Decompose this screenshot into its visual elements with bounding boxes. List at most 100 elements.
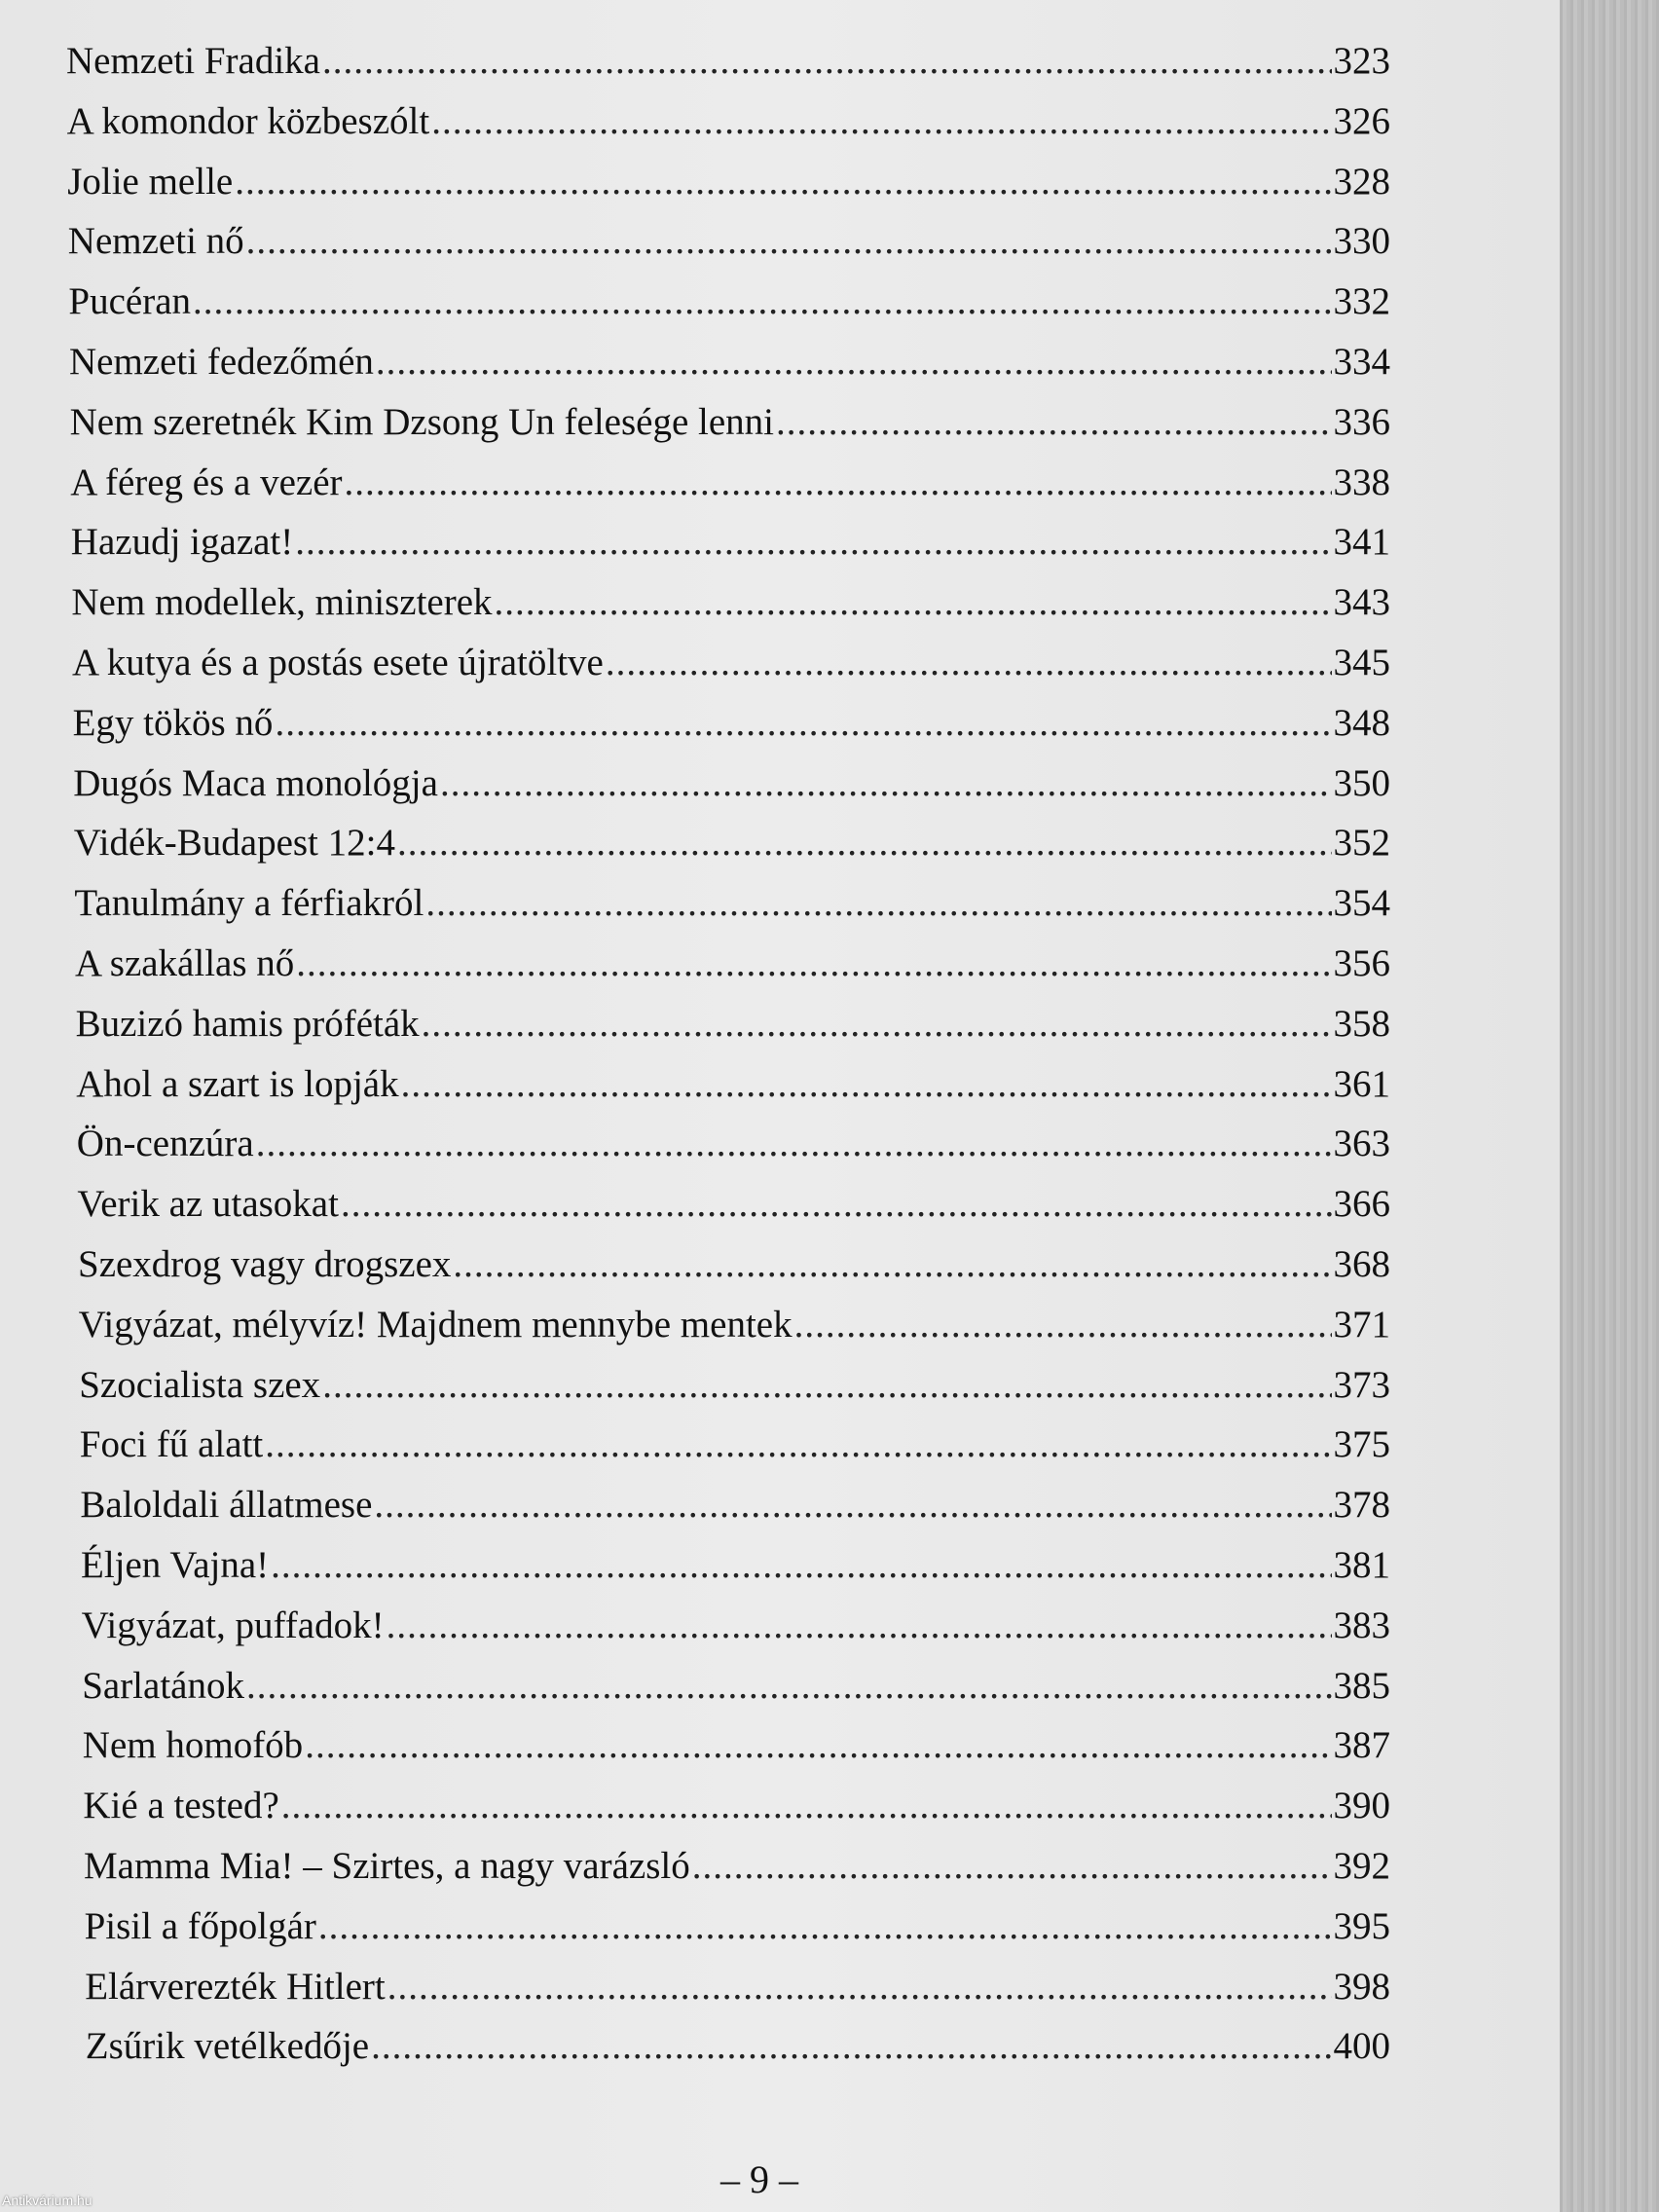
toc-entry-page: 345 xyxy=(1333,641,1391,683)
toc-entry: Elárverezték Hitlert 398 xyxy=(85,1965,1390,2025)
dot-leader xyxy=(295,520,1331,564)
toc-entry-page: 356 xyxy=(1333,941,1391,984)
toc-entry: Ön-cenzúra 363 xyxy=(77,1122,1390,1182)
toc-entry-page: 326 xyxy=(1333,99,1391,142)
dot-leader xyxy=(246,1664,1332,1708)
toc-entry: Vidék-Budapest 12:4 352 xyxy=(74,821,1390,881)
watermark: Antikvárium.hu xyxy=(2,2193,92,2208)
toc-entry-title: Ön-cenzúra xyxy=(76,1123,254,1165)
toc-entry-page: 354 xyxy=(1333,882,1391,925)
toc-entry-title: Nem szeretnék Kim Dzsong Un felesége len… xyxy=(69,400,775,443)
toc-entry-page: 375 xyxy=(1333,1423,1391,1466)
dot-leader xyxy=(606,641,1332,684)
toc-entry-page: 363 xyxy=(1333,1123,1391,1165)
toc-entry: Pucéran 332 xyxy=(68,279,1390,340)
toc-entry: Buzizó hamis próféták 358 xyxy=(76,1002,1390,1062)
toc-entry-title: Pucéran xyxy=(68,280,191,323)
toc-entry: Verik az utasokat 366 xyxy=(77,1182,1390,1242)
dot-leader xyxy=(776,400,1331,444)
toc-entry-page: 392 xyxy=(1333,1844,1391,1887)
toc-entry-title: Verik az utasokat xyxy=(77,1183,339,1226)
dot-leader xyxy=(387,1965,1332,2009)
dot-leader xyxy=(422,1002,1332,1046)
dot-leader xyxy=(318,1904,1332,1948)
toc-entry-page: 323 xyxy=(1333,40,1391,82)
dot-leader xyxy=(374,1483,1331,1527)
dot-leader xyxy=(495,580,1332,624)
toc-entry-page: 341 xyxy=(1333,521,1391,564)
toc-entry: Sarlatánok 385 xyxy=(82,1664,1390,1724)
toc-entry-page: 358 xyxy=(1333,1002,1391,1045)
toc-entry: Egy tökös nő 348 xyxy=(73,701,1390,761)
toc-entry: Zsűrik vetélkedője 400 xyxy=(86,2024,1390,2084)
dot-leader xyxy=(265,1422,1331,1466)
toc-entry-title: Ahol a szart is lopják xyxy=(76,1062,399,1105)
dot-leader xyxy=(387,1604,1332,1647)
toc-entry: A szakállas nő 356 xyxy=(75,941,1390,1002)
dot-leader xyxy=(281,1784,1332,1827)
toc-entry: Éljen Vajna! 381 xyxy=(81,1543,1390,1604)
toc-entry-page: 390 xyxy=(1333,1785,1391,1827)
toc-entry-page: 338 xyxy=(1333,461,1391,503)
dot-leader xyxy=(345,461,1332,504)
dot-leader xyxy=(692,1844,1332,1888)
page-number: – 9 – xyxy=(720,2157,798,2201)
toc-entry-title: A kutya és a postás esete újratöltve xyxy=(72,641,604,683)
toc-entry-title: Zsűrik vetélkedője xyxy=(85,2025,370,2068)
toc-entry: Nemzeti nő 330 xyxy=(68,219,1390,279)
toc-entry-title: Foci fű alatt xyxy=(79,1423,264,1466)
dot-leader xyxy=(453,1242,1331,1286)
page-edge-background xyxy=(1560,0,1659,2212)
dot-leader xyxy=(256,1122,1332,1165)
dot-leader xyxy=(305,1723,1331,1767)
toc-entry: Vigyázat, puffadok! 383 xyxy=(82,1604,1390,1664)
toc-entry: A kutya és a postás esete újratöltve 345 xyxy=(72,641,1390,701)
toc-entry-page: 334 xyxy=(1333,340,1391,383)
dot-leader xyxy=(246,219,1332,263)
toc-entry-title: A szakállas nő xyxy=(75,941,295,984)
dot-leader xyxy=(376,340,1332,384)
toc-entry: Szocialista szex 373 xyxy=(79,1363,1390,1423)
toc-entry-title: Egy tökös nő xyxy=(72,701,274,744)
toc-entry: Vigyázat, mélyvíz! Majdnem mennybe mente… xyxy=(79,1303,1390,1363)
toc-entry: Pisil a főpolgár 395 xyxy=(85,1904,1390,1965)
toc-entry: Kié a tested? 390 xyxy=(83,1784,1390,1844)
toc-entry-page: 378 xyxy=(1333,1484,1391,1527)
dot-leader xyxy=(431,99,1331,143)
toc-entry-page: 381 xyxy=(1333,1543,1391,1586)
toc-entry: Nem szeretnék Kim Dzsong Un felesége len… xyxy=(70,400,1390,461)
toc-entry-page: 371 xyxy=(1333,1303,1391,1346)
toc-entry: Dugós Maca monológja 350 xyxy=(73,761,1390,822)
dot-leader xyxy=(341,1182,1332,1226)
toc-entry: Nem modellek, miniszterek 343 xyxy=(71,580,1390,641)
toc-entry-page: 352 xyxy=(1333,822,1391,865)
toc-entry: Foci fű alatt 375 xyxy=(80,1422,1390,1483)
toc-entry: Ahol a szart is lopják 361 xyxy=(76,1062,1390,1123)
toc-entry-page: 387 xyxy=(1333,1724,1391,1767)
toc-entry-page: 373 xyxy=(1333,1363,1391,1406)
dot-leader xyxy=(397,821,1332,865)
dot-leader xyxy=(401,1062,1332,1106)
toc-entry-title: Elárverezték Hitlert xyxy=(85,1965,386,2008)
toc-entry-title: Nem modellek, miniszterek xyxy=(71,581,493,624)
toc-entry-page: 343 xyxy=(1333,581,1391,624)
toc-entry-page: 398 xyxy=(1333,1965,1391,2008)
toc-entry-title: Dugós Maca monológja xyxy=(73,761,438,804)
dot-leader xyxy=(794,1303,1332,1346)
toc-entry: Hazudj igazat! 341 xyxy=(71,520,1390,580)
dot-leader xyxy=(275,701,1331,745)
toc-entry-title: Szocialista szex xyxy=(79,1363,321,1406)
toc-entry-title: Nem homofób xyxy=(82,1724,304,1767)
dot-leader xyxy=(322,1363,1331,1407)
toc-entry: Mamma Mia! – Szirtes, a nagy varázsló 392 xyxy=(84,1844,1390,1904)
dot-leader xyxy=(371,2024,1331,2068)
dot-leader xyxy=(425,881,1331,925)
dot-leader xyxy=(271,1543,1331,1587)
toc-entry-title: Nemzeti fedezőmén xyxy=(69,340,374,383)
toc-entry-page: 332 xyxy=(1333,280,1391,323)
toc-entry-title: Tanulmány a férfiakról xyxy=(74,882,424,925)
toc-entry: Tanulmány a férfiakról 354 xyxy=(74,881,1390,941)
toc-entry-title: Nemzeti nő xyxy=(67,220,244,263)
toc-entry-title: Baloldali állatmese xyxy=(80,1484,373,1527)
dot-leader xyxy=(322,39,1332,83)
